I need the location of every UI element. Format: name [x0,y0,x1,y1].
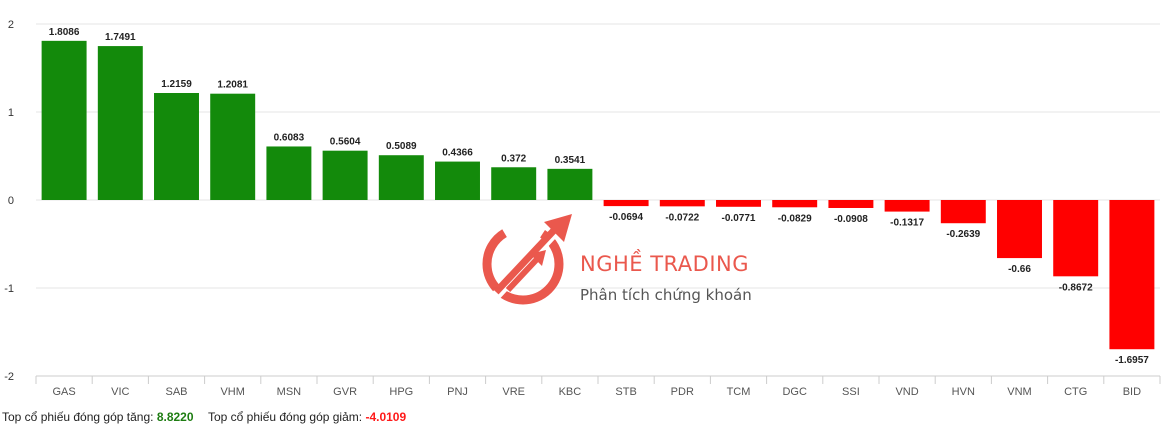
data-label: 0.5089 [386,141,417,152]
bar-PDR [659,200,705,207]
x-tick-label: STB [615,386,636,398]
x-tick-label: SAB [165,386,187,398]
watermark-logo: NGHỀ TRADING Phân tích chứng khoán [478,212,778,308]
data-label: 0.4366 [442,148,473,159]
bar-SSI [828,200,874,208]
losers-total: -4.0109 [365,410,407,424]
x-tick-label: GAS [52,386,75,398]
losers-label: Top cổ phiếu đóng góp giảm: [207,410,363,424]
data-label: 0.372 [501,153,526,164]
bar-HVN [940,200,986,224]
data-label: 0.3541 [555,155,586,166]
x-tick-label: MSN [277,386,302,398]
gainers-total: 8.8220 [156,410,194,424]
data-label: -0.8672 [1059,282,1093,293]
y-tick-label: -2 [4,371,14,383]
x-tick-label: KBC [559,386,582,398]
data-label: -0.0908 [834,214,868,225]
summary-footer: Top cổ phiếu đóng góp tăng: 8.8220 Top c… [2,410,406,424]
bar-chart: 2 1 0 -1 -2 1.8086 GAS 1.7491 VIC 1.2159 SAB 1.2081… [4,19,1161,398]
y-tick-label: 2 [8,19,14,31]
y-tick-label: 0 [8,195,14,207]
data-label: 0.5604 [330,137,361,148]
watermark-tagline: Phân tích chứng khoán [580,286,752,304]
bar-BID [1109,200,1155,350]
x-tick-label: GVR [333,386,357,398]
bar-KBC [547,168,593,200]
bar-HPG [378,155,424,200]
x-tick-label: PDR [671,386,694,398]
bar-VRE [491,167,537,200]
bar-GAS [41,40,87,200]
bar-VIC [97,46,143,201]
x-tick-label: HPG [389,386,413,398]
data-label: -0.0771 [722,213,756,224]
bar-VND [884,200,930,212]
bar-MSN [266,146,312,200]
data-label: 1.2159 [161,79,192,90]
x-tick-label: VND [895,386,918,398]
bar-STB [603,200,649,207]
x-tick-label: VIC [111,386,129,398]
bar-VNM [997,200,1042,259]
x-tick-label: SSI [842,386,860,398]
y-tick-label: 1 [8,107,14,119]
bar-VHM [210,93,256,200]
data-label: -0.0829 [778,213,812,224]
gainers-label: Top cổ phiếu đóng góp tăng: [2,410,154,424]
x-tick-label: HVN [952,386,975,398]
y-tick-label: -1 [4,283,14,295]
data-label: -0.66 [1008,264,1031,275]
x-tick-label: VRE [502,386,525,398]
x-tick-label: VNM [1007,386,1031,398]
x-tick-label: VHM [220,386,244,398]
data-label: -0.0722 [665,212,699,223]
data-label: 0.6083 [274,132,305,143]
x-tick-label: PNJ [447,386,468,398]
data-label: -1.6957 [1115,355,1149,366]
bar-PNJ [435,161,480,200]
x-tick-label: DGC [782,386,807,398]
data-label: 1.8086 [49,27,80,38]
data-label: -0.0694 [609,212,643,223]
bar-GVR [322,150,368,200]
watermark-brand: NGHỀ TRADING [580,252,749,276]
bar-DGC [772,200,818,208]
x-tick-label: TCM [727,386,751,398]
trading-logo-icon [482,214,572,306]
data-label: -0.2639 [946,229,980,240]
x-tick-label: CTG [1064,386,1087,398]
data-label: 1.7491 [105,32,136,43]
chart-container: 2 1 0 -1 -2 1.8086 GAS 1.7491 VIC 1.2159 SAB 1.2081… [4,19,1161,398]
data-label: -0.1317 [890,218,924,229]
bar-SAB [154,93,199,200]
data-label: 1.2081 [217,80,248,91]
bar-CTG [1053,200,1099,277]
bar-TCM [716,200,761,207]
x-tick-label: BID [1123,386,1141,398]
